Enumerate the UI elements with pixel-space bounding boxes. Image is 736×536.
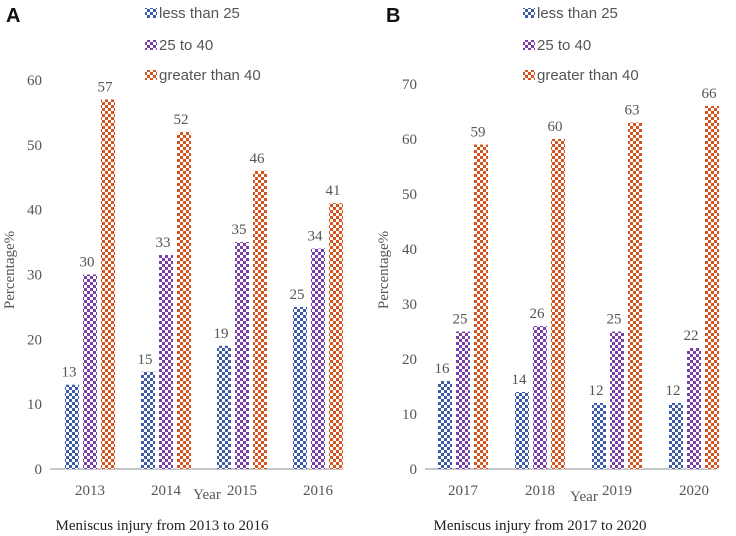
panel-b-bar-greater-than-40-2018 — [551, 139, 565, 469]
panel-b-bar-25-to-40-2018 — [533, 326, 547, 469]
panel-b-data-label: 14 — [512, 372, 528, 388]
panel-b-data-label: 59 — [471, 125, 486, 141]
panel-a: A Meniscus injury from 2013 to 2016 Year… — [2, 5, 269, 534]
panel-a-y-tick-label: 0 — [35, 462, 43, 478]
panel-a-legend-swatch — [145, 70, 157, 80]
panel-b-bar-less-than-25-2020 — [669, 403, 683, 469]
panel-a-legend-swatch — [145, 8, 157, 18]
panel-a-y-tick-label: 20 — [27, 332, 42, 348]
panel-b-bar-greater-than-40-2020 — [705, 106, 719, 469]
panel-a-bar-greater-than-40-2014 — [177, 131, 191, 469]
panel-b-y-tick-label: 10 — [402, 407, 417, 423]
panel-a-y-tick-label: 10 — [27, 397, 42, 413]
panel-b-bar-25-to-40-2020 — [687, 348, 701, 469]
panel-b-y-tick-label: 70 — [402, 77, 417, 93]
panel-a-x-tick-label: 2013 — [75, 483, 105, 499]
panel-a-data-label: 13 — [62, 365, 77, 381]
panel-b-y-tick-label: 40 — [402, 242, 417, 258]
panel-b-xlabel: Year — [570, 489, 598, 505]
panel-a-bar-greater-than-40-2016 — [329, 203, 343, 469]
panel-b-y-tick-label: 50 — [402, 187, 417, 203]
panel-a-data-label: 57 — [98, 79, 114, 95]
panel-b-data-label: 12 — [666, 383, 681, 399]
panel-b-data-label: 26 — [530, 306, 546, 322]
panel-a-data-label: 25 — [290, 287, 305, 303]
panel-b-data-label: 12 — [589, 383, 604, 399]
panel-a-y-tick-label: 50 — [27, 138, 42, 154]
panel-a-bar-greater-than-40-2013 — [101, 99, 115, 469]
panel-a-data-label: 41 — [326, 183, 341, 199]
panel-a-legend-label: less than 25 — [159, 5, 240, 22]
panel-a-bar-less-than-25-2015 — [217, 345, 231, 469]
panel-a-data-label: 52 — [174, 112, 189, 128]
panel-a-y-tick-label: 30 — [27, 268, 42, 284]
panel-b-legend-label: less than 25 — [537, 5, 618, 22]
panel-b-bar-less-than-25-2018 — [515, 392, 529, 469]
panel-b-bar-less-than-25-2019 — [592, 403, 606, 469]
panel-a-xlabel: Year — [193, 487, 221, 503]
panel-b-x-tick-label: 2020 — [679, 483, 709, 499]
panel-b-legend-swatch — [523, 70, 535, 80]
panel-a-bar-less-than-25-2014 — [141, 371, 155, 469]
panel-a-data-label: 33 — [156, 235, 171, 251]
panel-b-bar-25-to-40-2019 — [610, 331, 624, 469]
panel-a-legend-label: 25 to 40 — [159, 37, 213, 54]
panel-b-letter: B — [386, 5, 400, 27]
panel-b-y-tick-label: 30 — [402, 297, 417, 313]
panel-b-x-tick-label: 2018 — [525, 483, 555, 499]
panel-b-bar-25-to-40-2017 — [456, 331, 470, 469]
panel-a-bar-25-to-40-2016 — [311, 248, 325, 469]
panel-a-data-label: 46 — [250, 151, 266, 167]
panel-b-data-label: 22 — [684, 328, 699, 344]
panel-b-bar-less-than-25-2017 — [438, 381, 452, 469]
panel-b-ylabel: Percentage% — [376, 231, 392, 309]
panel-b-bar-greater-than-40-2019 — [628, 122, 642, 469]
panel-a-data-label: 34 — [308, 229, 324, 245]
panel-b-data-label: 25 — [607, 312, 622, 328]
panel-a-data-label: 35 — [232, 222, 247, 238]
panel-a-bar-less-than-25-2013 — [65, 384, 79, 469]
panel-b-bar-greater-than-40-2017 — [474, 144, 488, 469]
panel-a-legend-label: greater than 40 — [159, 67, 261, 84]
panel-b-y-tick-label: 20 — [402, 352, 417, 368]
panel-b-y-tick-label: 0 — [410, 462, 418, 478]
panel-a-bar-less-than-25-2016 — [293, 306, 307, 469]
panel-b-x-tick-label: 2019 — [602, 483, 632, 499]
panel-a-bar-25-to-40-2015 — [235, 242, 249, 469]
panel-a-y-tick-label: 40 — [27, 203, 42, 219]
panel-a-bar-25-to-40-2013 — [83, 274, 97, 469]
panel-a-x-tick-label: 2015 — [227, 483, 257, 499]
panel-a-data-label: 19 — [214, 326, 229, 342]
panel-b-x-tick-label: 2017 — [448, 483, 479, 499]
panel-a-title: Meniscus injury from 2013 to 2016 — [56, 518, 269, 534]
panel-b-data-label: 60 — [548, 119, 563, 135]
panel-a-data-label: 15 — [138, 352, 153, 368]
panel-b-y-tick-label: 60 — [402, 132, 417, 148]
panel-a-ylabel: Percentage% — [2, 231, 18, 309]
panel-b-data-label: 66 — [702, 86, 718, 102]
panel-b-legend-swatch — [523, 8, 535, 18]
panel-a-data-label: 30 — [80, 255, 95, 271]
panel-a-bar-greater-than-40-2015 — [253, 170, 267, 469]
panel-a-legend-swatch — [145, 40, 157, 50]
panel-a-y-tick-label: 60 — [27, 73, 42, 89]
panel-a-bar-25-to-40-2014 — [159, 255, 173, 469]
panel-b-legend-swatch — [523, 40, 535, 50]
panel-b-legend-label: 25 to 40 — [537, 37, 591, 54]
panel-b-title: Meniscus injury from 2017 to 2020 — [434, 518, 647, 534]
panel-a-letter: A — [6, 5, 20, 27]
panel-b-data-label: 25 — [453, 312, 468, 328]
panel-a-x-tick-label: 2016 — [303, 483, 334, 499]
panel-b-data-label: 16 — [435, 361, 451, 377]
panel-b: B Meniscus injury from 2017 to 2020 Year… — [376, 5, 646, 534]
panel-b-legend-label: greater than 40 — [537, 67, 639, 84]
panel-b-data-label: 63 — [625, 103, 640, 119]
panel-a-x-tick-label: 2014 — [151, 483, 182, 499]
